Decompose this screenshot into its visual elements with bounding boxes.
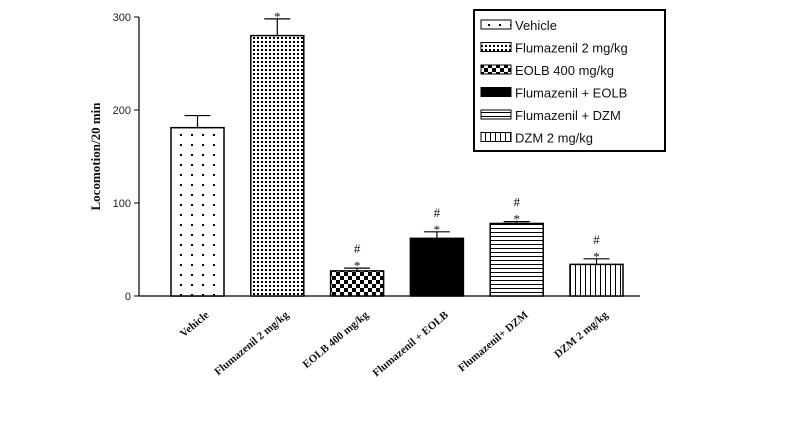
significance-mark: # [434, 205, 441, 220]
significance-mark: * [593, 249, 600, 264]
legend-box [473, 9, 666, 152]
legend-swatch [480, 109, 512, 120]
legend-label: Flumazenil + EOLB [515, 86, 627, 101]
legend-swatch [480, 64, 512, 75]
y-tick-label: 200 [113, 105, 131, 117]
bar-flumazenil-eolb [409, 237, 465, 297]
bar-vehicle [170, 126, 225, 297]
bar-eolb-400-mg-kg [329, 270, 385, 297]
significance-mark: # [354, 241, 361, 256]
legend-label: DZM 2 mg/kg [515, 131, 593, 146]
y-tick-label: 100 [113, 198, 131, 210]
legend-swatch [480, 87, 512, 97]
y-tick-label: 300 [113, 12, 131, 24]
x-tick-label: Vehicle [178, 309, 212, 340]
x-tick-label: Flumazenil + EOLB [370, 309, 451, 380]
x-tick-label: DZM 2 mg/kg [552, 309, 611, 361]
legend-swatch [480, 132, 512, 142]
significance-mark: * [513, 212, 520, 227]
significance-mark: # [513, 195, 520, 210]
legend-swatch [480, 19, 512, 30]
x-tick-label: Flumazenil+ DZM [456, 309, 531, 375]
legend-label: Flumazenil + DZM [515, 108, 621, 123]
legend-swatch [480, 42, 512, 52]
x-tick-label: Flumazenil 2 mg/kg [212, 309, 291, 378]
y-axis-label: Locomotion/20 min [88, 102, 103, 211]
bar-flumazenil-dzm [489, 222, 544, 297]
bar-dzm-2-mg-kg [569, 263, 624, 297]
significance-mark: * [434, 222, 441, 237]
significance-mark: * [274, 9, 281, 24]
significance-mark: # [593, 232, 600, 247]
legend-label: EOLB 400 mg/kg [515, 63, 614, 78]
legend-label: Flumazenil 2 mg/kg [515, 41, 628, 56]
x-tick-label: EOLB 400 mg/kg [301, 309, 372, 371]
y-tick-label: 0 [125, 291, 131, 303]
bar-flumazenil-2-mg-kg [250, 34, 305, 297]
significance-mark: * [354, 258, 361, 273]
legend-label: Vehicle [515, 18, 557, 33]
